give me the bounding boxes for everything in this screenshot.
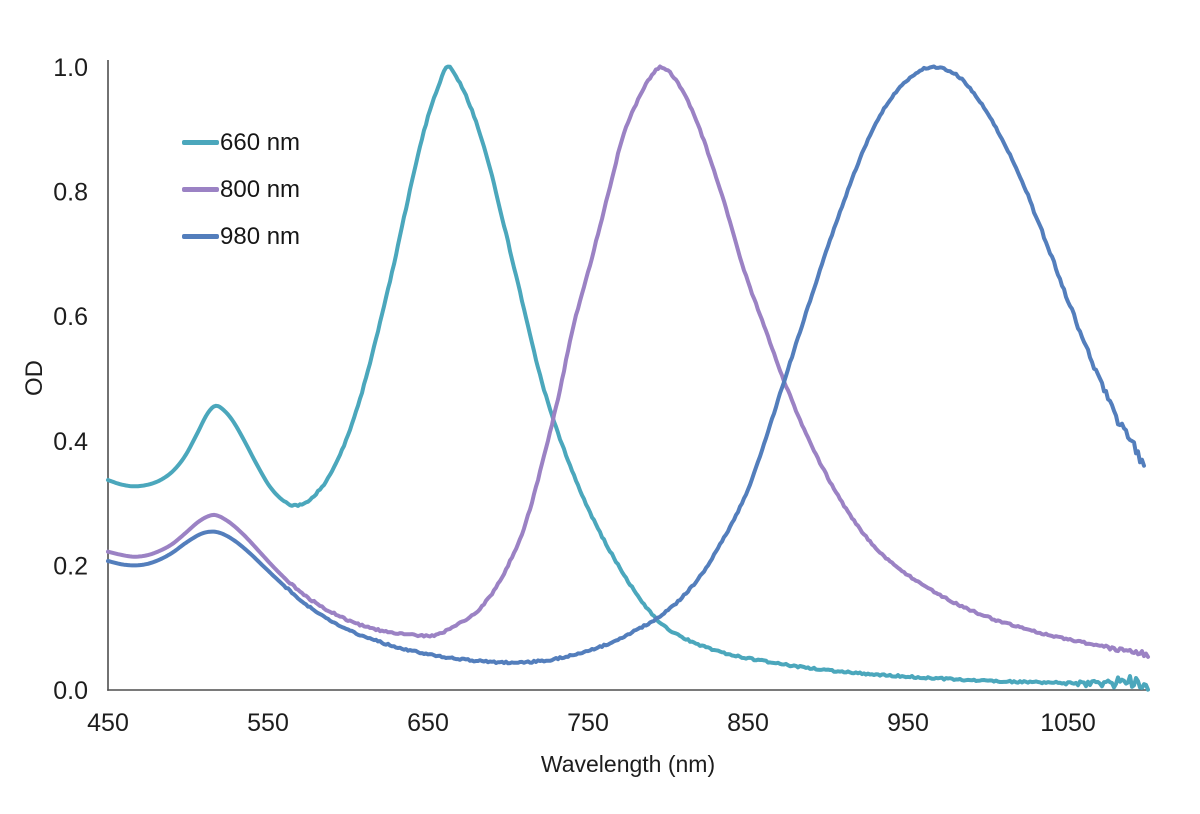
y-tick-0.6: 0.6 xyxy=(53,303,88,331)
x-tick-750: 750 xyxy=(567,709,609,737)
x-axis-title: Wavelength (nm) xyxy=(540,751,716,777)
y-tick-0.8: 0.8 xyxy=(53,179,88,207)
x-tick-550: 550 xyxy=(247,709,289,737)
x-tick-1050: 1050 xyxy=(1040,709,1096,737)
legend-label: 660 nm xyxy=(220,128,301,156)
y-tick-0.4: 0.4 xyxy=(53,428,88,456)
legend-swatch xyxy=(182,187,219,192)
legend-item-660-nm: 660 nm xyxy=(182,119,300,166)
x-tick-850: 850 xyxy=(727,709,769,737)
legend-label: 800 nm xyxy=(220,175,301,203)
series-line-800-nm xyxy=(106,64,1150,659)
legend-swatch xyxy=(182,234,219,239)
y-tick-0.2: 0.2 xyxy=(53,552,88,580)
legend-item-980-nm: 980 nm xyxy=(182,213,300,260)
x-tick-450: 450 xyxy=(87,709,129,737)
x-tick-650: 650 xyxy=(407,709,449,737)
x-tick-950: 950 xyxy=(887,709,929,737)
series-line-660-nm xyxy=(106,64,1150,692)
legend-item-800-nm: 800 nm xyxy=(182,166,300,213)
y-tick-1.0: 1.0 xyxy=(53,54,88,82)
y-axis-title: OD xyxy=(21,360,48,396)
legend-swatch xyxy=(182,140,219,145)
legend-label: 980 nm xyxy=(220,222,301,250)
legend: 660 nm 800 nm 980 nm xyxy=(182,119,300,260)
series-line-980-nm xyxy=(106,64,1146,666)
y-tick-0.0: 0.0 xyxy=(53,677,88,705)
